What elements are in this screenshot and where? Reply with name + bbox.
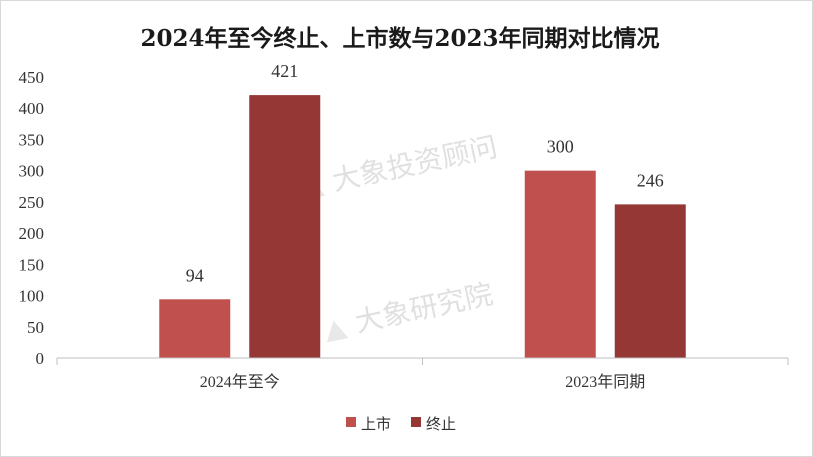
bars-group	[159, 95, 686, 358]
bar-data-labels: 94 421 300 246	[186, 61, 664, 285]
data-label: 421	[271, 61, 298, 81]
y-axis-ticks: 0 50 100 150 200 250 300 350 400 450	[19, 68, 45, 368]
bar-terminated-2	[614, 204, 686, 358]
chart-title: 2024年至今终止、上市数与2023年同期对比情况	[140, 25, 659, 52]
legend-label: 终止	[426, 415, 456, 433]
y-tick-label: 400	[19, 99, 45, 118]
y-tick-label: 250	[19, 193, 45, 212]
y-tick-label: 350	[19, 130, 45, 149]
y-tick-label: 300	[19, 162, 45, 181]
watermark-text-2: 大象研究院	[352, 277, 496, 338]
watermark-text-1: 大象投资顾问	[329, 130, 500, 197]
x-axis-categories: 2024年至今 2023年同期	[200, 373, 646, 391]
y-tick-label: 200	[19, 224, 45, 243]
y-tick-label: 150	[19, 255, 45, 274]
y-tick-label: 50	[27, 318, 44, 337]
bar-terminated-1	[249, 95, 321, 358]
x-category-label: 2024年至今	[200, 373, 280, 391]
legend-swatch	[346, 417, 356, 427]
data-label: 300	[547, 137, 574, 157]
y-tick-label: 450	[19, 68, 45, 87]
watermark-research-institute: 大象研究院	[326, 277, 496, 343]
x-axis-ticks	[56, 358, 789, 365]
data-label: 94	[186, 265, 204, 285]
data-label: 246	[637, 170, 664, 190]
bar-listed-1	[159, 299, 231, 358]
watermark-investment-advisor: 大象投资顾问	[305, 130, 500, 200]
y-tick-label: 0	[36, 349, 45, 368]
y-tick-label: 100	[19, 287, 45, 306]
legend: 上市 终止	[346, 415, 456, 433]
legend-label: 上市	[361, 415, 391, 433]
x-category-label: 2023年同期	[565, 373, 645, 391]
bar-listed-2	[524, 170, 596, 358]
legend-swatch	[411, 417, 421, 427]
watermark-logo-icon	[326, 320, 349, 343]
